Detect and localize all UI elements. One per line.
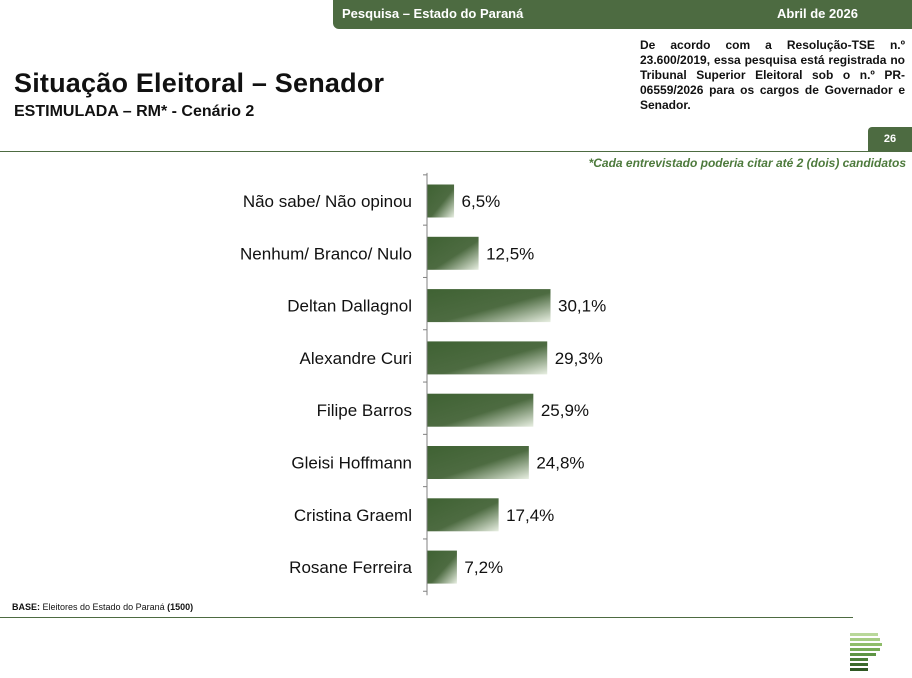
category-label: Filipe Barros bbox=[317, 401, 412, 420]
bar bbox=[427, 550, 457, 584]
data-label: 7,2% bbox=[464, 558, 503, 577]
category-label: Rosane Ferreira bbox=[289, 558, 412, 577]
category-label: Nenhum/ Branco/ Nulo bbox=[240, 244, 412, 263]
registration-notice: De acordo com a Resolução-TSE n.º 23.600… bbox=[640, 38, 905, 112]
data-label: 29,3% bbox=[555, 349, 603, 368]
base-note: BASE: Eleitores do Estado do Paraná (150… bbox=[12, 602, 193, 612]
company-logo bbox=[850, 633, 882, 671]
data-label: 30,1% bbox=[558, 297, 606, 316]
page-title: Situação Eleitoral – Senador bbox=[14, 68, 385, 98]
category-label: Gleisi Hoffmann bbox=[291, 454, 412, 473]
bar bbox=[427, 498, 499, 532]
category-label: Cristina Graeml bbox=[294, 506, 412, 525]
bar bbox=[427, 184, 455, 218]
bar bbox=[427, 341, 548, 375]
footnote: *Cada entrevistado poderia citar até 2 (… bbox=[588, 156, 906, 170]
category-label: Não sabe/ Não opinou bbox=[243, 192, 412, 211]
base-text: Eleitores do Estado do Paraná bbox=[40, 602, 168, 612]
survey-label: Pesquisa – Estado do Paraná bbox=[342, 6, 524, 21]
footer-divider bbox=[0, 617, 853, 618]
data-label: 12,5% bbox=[486, 244, 534, 263]
header-divider bbox=[0, 151, 912, 152]
header-bar: Pesquisa – Estado do Paraná Abril de 202… bbox=[333, 0, 912, 29]
data-label: 6,5% bbox=[462, 192, 501, 211]
data-label: 24,8% bbox=[536, 454, 584, 473]
data-label: 25,9% bbox=[541, 401, 589, 420]
base-label: BASE: bbox=[12, 602, 41, 612]
category-label: Alexandre Curi bbox=[300, 349, 412, 368]
bar bbox=[427, 236, 479, 270]
bar bbox=[427, 289, 551, 323]
bar-chart: Não sabe/ Não opinou 6,5% Nenhum/ Branco/ … bbox=[240, 172, 606, 596]
data-label: 17,4% bbox=[506, 506, 554, 525]
base-count: (1500) bbox=[167, 602, 194, 612]
bar bbox=[427, 446, 529, 479]
page-number-badge: 26 bbox=[868, 127, 912, 151]
page-subtitle: ESTIMULADA – RM* - Cenário 2 bbox=[14, 103, 255, 120]
date-label: Abril de 2026 bbox=[777, 6, 858, 21]
category-label: Deltan Dallagnol bbox=[287, 297, 412, 316]
bar bbox=[427, 393, 534, 427]
